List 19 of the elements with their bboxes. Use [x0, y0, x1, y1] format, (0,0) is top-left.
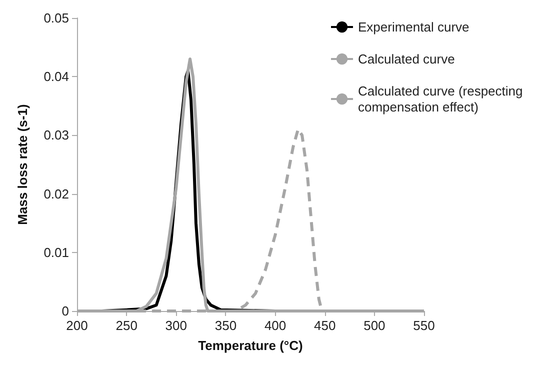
x-axis-title: Temperature (°C): [198, 338, 303, 353]
x-tick-label: 300: [165, 318, 187, 333]
x-tick-label: 450: [314, 318, 336, 333]
legend-label: Calculated curve (respecting compensation effect): [358, 84, 526, 114]
y-tick-label: 0.05: [44, 10, 69, 26]
y-tick-label: 0.01: [44, 244, 69, 260]
legend-label: Experimental curve: [358, 20, 470, 34]
x-tick-label: 250: [116, 318, 138, 333]
x-tick-label: 350: [214, 318, 237, 333]
y-tick-label: 0: [62, 304, 69, 318]
y-tick-label: 0.03: [44, 128, 69, 143]
y-axis-title: Mass loss rate (s-1): [15, 104, 30, 225]
legend-label: Calculated curve: [358, 52, 455, 66]
x-tick-label: 550: [413, 318, 435, 333]
y-tick-label: 0.04: [44, 69, 69, 84]
x-tick-label: 500: [364, 318, 386, 333]
y-tick-label: 0.02: [44, 186, 69, 202]
x-tick-label: 200: [66, 318, 88, 333]
x-tick-label: 400: [264, 318, 286, 333]
